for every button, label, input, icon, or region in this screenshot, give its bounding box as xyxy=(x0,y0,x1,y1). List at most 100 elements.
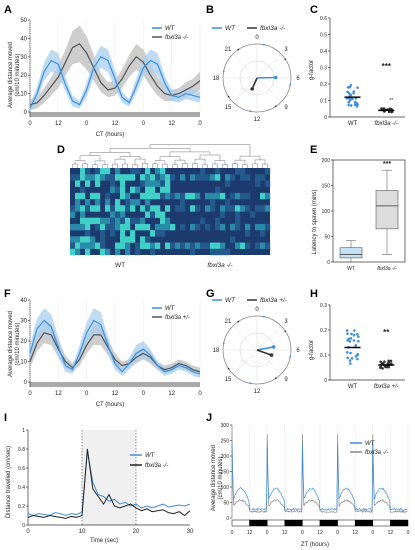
d-heatmap-cell xyxy=(240,242,246,249)
d-heatmap-cell xyxy=(145,199,151,206)
d-heatmap-cell xyxy=(100,236,106,243)
f-ytick-label: 30 xyxy=(20,319,27,325)
d-heatmap-cell xyxy=(240,174,246,181)
d-heatmap-cell xyxy=(245,205,251,212)
g-vector-head xyxy=(271,345,276,349)
d-heatmap-cell xyxy=(80,223,86,231)
d-heatmap-cell xyxy=(105,174,111,181)
c-ytick-label: 0.5 xyxy=(320,33,327,39)
d-heatmap-cell xyxy=(155,223,161,231)
d-heatmap-cell xyxy=(200,174,206,181)
d-heatmap-cell xyxy=(85,248,91,256)
d-heatmap-cell xyxy=(95,180,101,187)
h-point xyxy=(354,344,357,347)
d-heatmap-cell xyxy=(130,230,136,237)
d-heatmap-cell xyxy=(100,174,106,181)
d-heatmap-cell xyxy=(180,205,186,212)
d-heatmap-cell xyxy=(125,217,131,225)
h-point xyxy=(356,357,359,361)
d-heatmap-cell xyxy=(80,211,86,218)
d-heatmap-cell xyxy=(265,192,271,200)
d-heatmap-cell xyxy=(115,223,121,231)
d-heatmap-cell xyxy=(125,199,131,206)
b-spoke xyxy=(232,77,258,103)
panel-label-f: F xyxy=(4,288,11,300)
d-heatmap-cell xyxy=(95,192,101,200)
h-point xyxy=(346,356,349,360)
d-heatmap-cell xyxy=(200,168,206,175)
h-ytick-label: 0 xyxy=(324,378,327,384)
d-heatmap-cell xyxy=(225,174,231,181)
d-heatmap-cell xyxy=(90,205,96,212)
i-xlabel: Time (sec) xyxy=(90,538,118,544)
d-heatmap-cell xyxy=(205,205,211,212)
d-heatmap-cell xyxy=(145,211,151,218)
f-ylabel-unit: (cm/10 minutes) xyxy=(15,322,21,365)
d-heatmap-cell xyxy=(120,242,126,249)
g-angle-label: 9 xyxy=(284,377,288,383)
d-heatmap-cell xyxy=(130,217,136,225)
d-heatmap-cell xyxy=(160,223,166,231)
h-point xyxy=(348,362,352,365)
j-phase-bar xyxy=(390,519,409,527)
d-heatmap-cell xyxy=(155,205,161,212)
g-angle-label: 18 xyxy=(213,348,220,354)
j-phase-bar xyxy=(372,519,391,527)
d-heatmap-cell xyxy=(170,174,176,181)
d-heatmap-cell xyxy=(230,205,236,212)
d-heatmap-cell xyxy=(130,168,136,175)
d-heatmap-cell xyxy=(90,192,96,200)
d-heatmap-cell xyxy=(110,180,116,187)
g-angle-label: 15 xyxy=(225,377,232,383)
j-ylabel-unit: (cm/10 minutes) xyxy=(218,456,224,499)
d-heatmap-cell xyxy=(110,211,116,218)
d-heatmap-cell xyxy=(145,192,151,200)
d-heatmap-cell xyxy=(120,180,126,187)
d-xlabel-mutant: fbxl3a -/- xyxy=(207,262,233,269)
d-heatmap-cell xyxy=(120,223,126,231)
d-heatmap-cell xyxy=(110,230,116,237)
d-heatmap-cell xyxy=(130,174,136,181)
d-dendrogram-branch xyxy=(142,162,148,168)
d-dendrogram-branch xyxy=(119,156,141,160)
d-heatmap-cell xyxy=(130,186,136,194)
d-heatmap-cell xyxy=(170,242,176,249)
e-box xyxy=(375,190,399,230)
d-heatmap-cell xyxy=(215,192,221,200)
d-heatmap-cell xyxy=(245,192,251,200)
d-heatmap-cell xyxy=(160,186,166,194)
f-ytick-label: 10 xyxy=(20,360,27,366)
d-heatmap-cell xyxy=(215,242,221,249)
d-heatmap-cell xyxy=(130,199,136,206)
a-xlabel: CT (hours) xyxy=(96,132,125,138)
d-dendrogram-branch xyxy=(132,164,138,168)
f-xtick-label: 0 xyxy=(85,391,89,397)
d-heatmap-cell xyxy=(260,230,266,237)
i-ytick-label: 0.6 xyxy=(18,466,25,472)
i-line-mutant xyxy=(27,448,191,519)
h-ytick-label: 0.2 xyxy=(320,328,327,334)
d-heatmap-cell xyxy=(80,168,86,175)
a-ytick-label: 10 xyxy=(20,92,27,98)
panel-label-d: D xyxy=(57,144,65,156)
d-heatmap-cell xyxy=(100,242,106,249)
i-ylabel: Distance travelled (cm/sec) xyxy=(6,446,12,518)
d-heatmap-cell xyxy=(115,199,121,206)
h-point xyxy=(389,359,393,363)
d-heatmap-cell xyxy=(90,217,96,225)
e-significance: *** xyxy=(383,161,391,168)
e-xtick-label: WT xyxy=(347,266,355,272)
d-heatmap-cell xyxy=(120,217,126,225)
j-xtick-label: 12 xyxy=(317,530,323,536)
d-heatmap-cell xyxy=(125,205,131,212)
a-band-mutant xyxy=(30,25,200,111)
d-heatmap-cell xyxy=(145,223,151,231)
i-xtick-label: 30 xyxy=(187,529,194,535)
g-legend-label: WT xyxy=(225,297,236,304)
d-heatmap-cell xyxy=(135,168,141,175)
d-heatmap-cell xyxy=(85,205,91,212)
d-heatmap-cell xyxy=(145,180,151,187)
d-heatmap-cell xyxy=(115,186,121,194)
j-ylabel: Average distance moved xyxy=(211,445,217,511)
d-heatmap-cell xyxy=(150,180,156,187)
